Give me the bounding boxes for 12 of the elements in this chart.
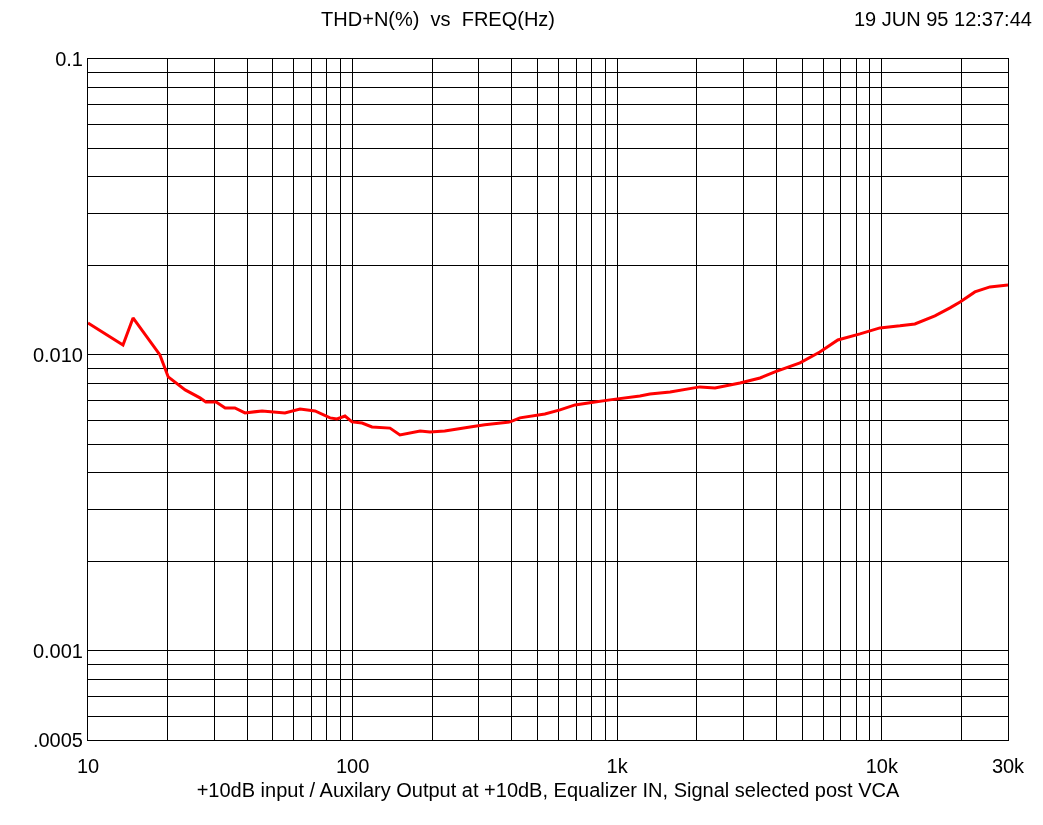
x-tick-label: 10 xyxy=(76,755,100,777)
x-axis-title: +10dB input / Auxilary Output at +10dB, Equalizer IN, Signal selected post VCA xyxy=(196,778,900,801)
x-tick-label: 30k xyxy=(991,755,1026,777)
y-tick-label: 0.001 xyxy=(32,639,83,662)
text: 19 JUN 95 12:37:44 xyxy=(854,8,1032,30)
chart-title: THD+N(%) vs FREQ(Hz) xyxy=(321,8,556,31)
y-tick-label: 0.010 xyxy=(32,343,83,366)
y-tick-label: 0.1 xyxy=(55,48,83,70)
y-tick-label: .0005 xyxy=(32,729,83,751)
x-tick-label: 100 xyxy=(335,755,370,777)
x-tick-label: 1k xyxy=(606,755,629,777)
x-tick-label: 10k xyxy=(865,755,899,777)
